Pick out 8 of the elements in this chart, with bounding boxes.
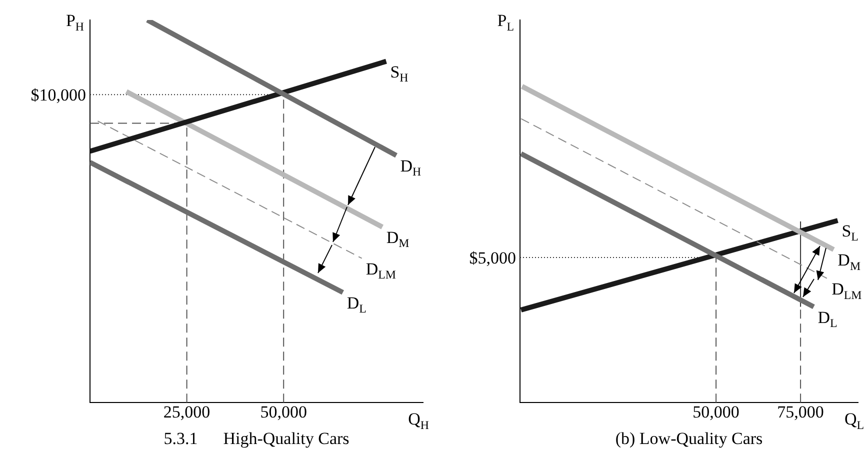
text: (b) Low-Quality Cars	[615, 429, 763, 448]
text: 5.3.1 High-Quality Cars	[164, 429, 350, 448]
x-tick-label: 50,000	[692, 402, 740, 422]
x-tick-label: 75,000	[777, 402, 824, 422]
x-tick-label: 25,000	[163, 402, 210, 422]
x-tick-label: 50,000	[260, 402, 307, 422]
annotation: $10,000	[30, 86, 86, 105]
annotation: $5,000	[469, 248, 516, 268]
